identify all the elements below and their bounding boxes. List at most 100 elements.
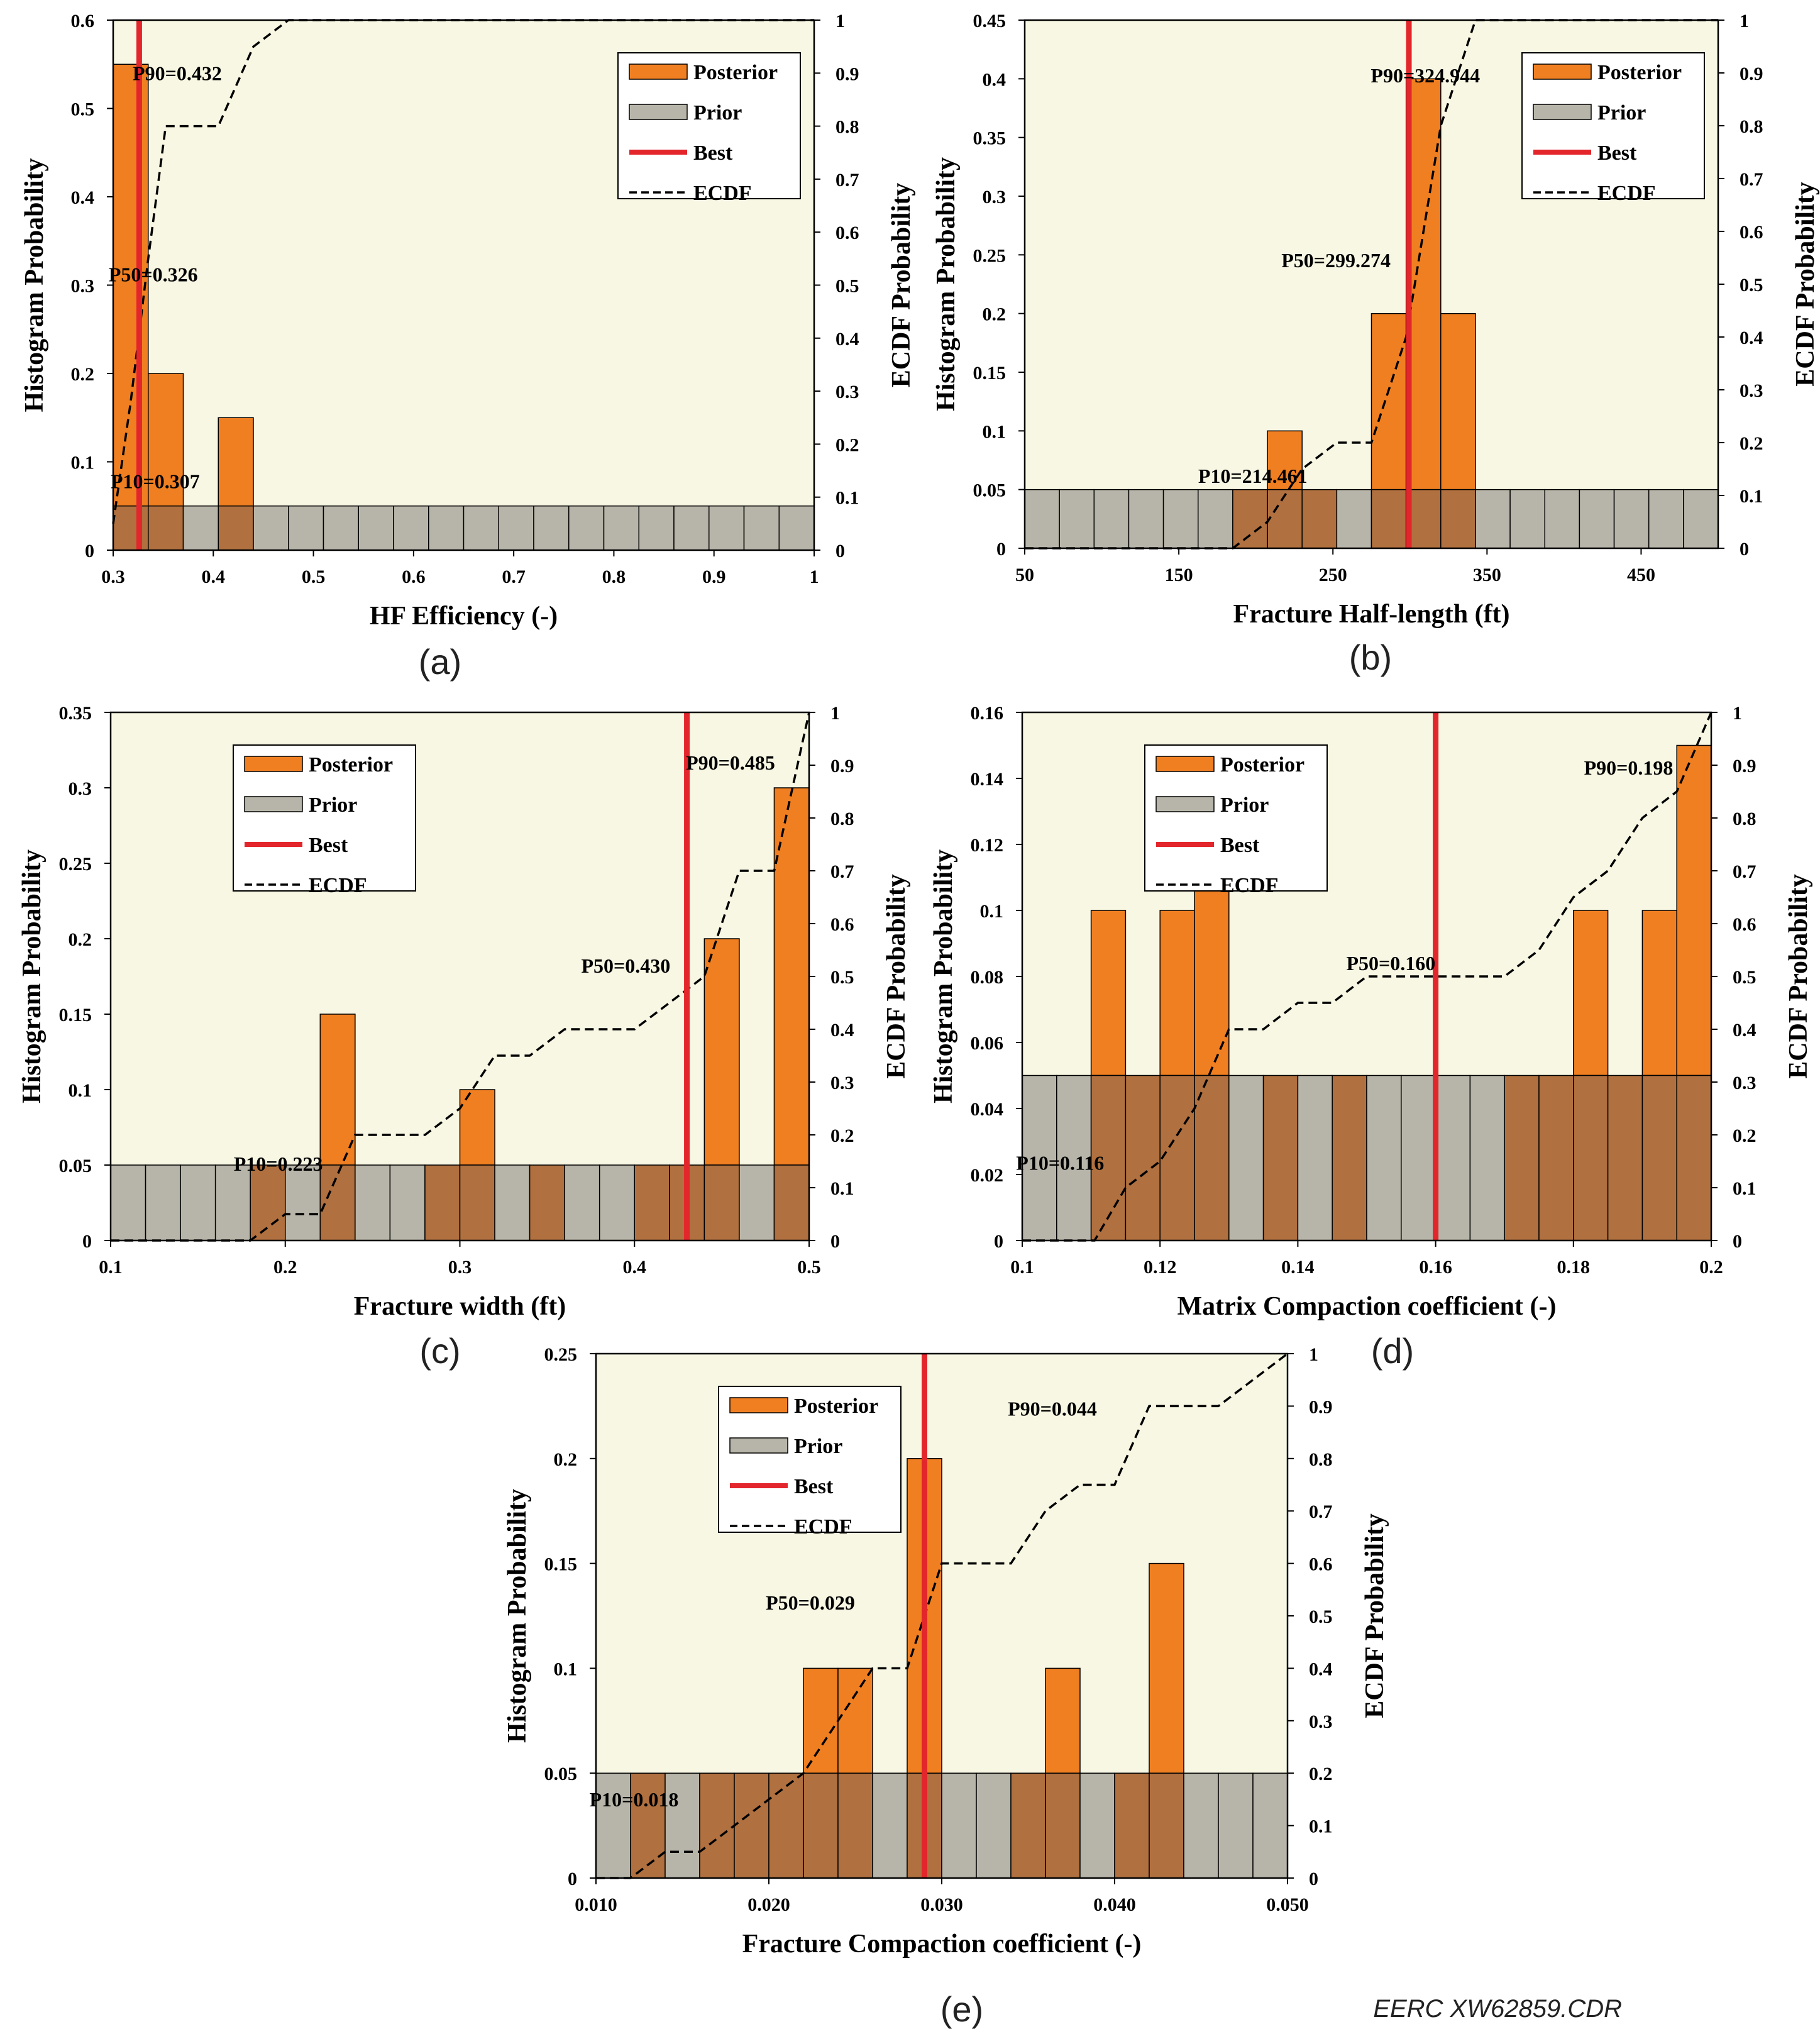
chart-panel-b: P90=324.944 P50=299.274 P10=214.461 50 150 25… <box>932 11 1820 677</box>
y-tick-label: 0.35 <box>973 128 1007 149</box>
y-tick-label: 0.15 <box>59 1005 92 1025</box>
y2-tick-label: 0.9 <box>836 64 859 84</box>
overlap-bar <box>148 506 184 551</box>
x-axis-title: Fracture Compaction coefficient (-) <box>742 1930 1142 1959</box>
posterior-bar <box>218 417 254 507</box>
prior-bar <box>1252 1772 1288 1879</box>
x-tick-label: 0.8 <box>602 566 626 587</box>
prior-bar <box>498 506 534 551</box>
y2-tick-label: 1 <box>1733 703 1742 724</box>
y-tick-label: 0.1 <box>71 453 95 473</box>
y-tick-label: 0.15 <box>544 1554 578 1575</box>
percentile-label: P90=0.198 <box>1584 756 1674 779</box>
posterior-bar <box>1045 1667 1081 1774</box>
y2-axis-title: ECDF Probability <box>887 183 916 388</box>
legend: Posterior Prior Best ECDF <box>1521 52 1705 205</box>
y2-tick-label: 0.4 <box>1740 328 1763 348</box>
percentile-label: P10=0.116 <box>1016 1152 1104 1174</box>
y-tick-label: 0.2 <box>71 364 95 385</box>
legend-label-prior: Prior <box>1220 793 1269 817</box>
overlap-bar <box>634 1164 670 1241</box>
chart-panel-e: P90=0.044 P50=0.029 P10=0.018 0.010 0.020 0.0… <box>503 1344 1389 2029</box>
legend-label-best: Best <box>1597 141 1637 165</box>
overlap-bar <box>250 1164 286 1241</box>
posterior-bar <box>1573 910 1609 1076</box>
prior-bar <box>673 506 710 551</box>
prior-bar <box>638 506 675 551</box>
prior-bar <box>1183 1772 1219 1879</box>
y-tick-label: 0.1 <box>983 421 1007 442</box>
posterior-bar <box>1676 744 1712 1076</box>
y-tick-label: 0.35 <box>59 703 92 724</box>
prior-bar <box>872 1772 908 1879</box>
legend-label-ecdf: ECDF <box>1220 874 1279 897</box>
prior-bar <box>358 506 394 551</box>
y-tick-label: 0.2 <box>983 304 1007 325</box>
y-tick-label: 0.25 <box>973 245 1007 266</box>
y2-tick-label: 0.2 <box>1740 433 1763 454</box>
ecdf-line <box>1022 712 1712 1242</box>
y-tick-label: 0.1 <box>69 1080 92 1101</box>
overlap-bar <box>1676 1075 1712 1241</box>
y2-tick-label: 0.7 <box>1733 861 1757 882</box>
y-tick-label: 0.3 <box>983 187 1007 207</box>
overlap-bar <box>529 1164 565 1241</box>
y-tick-label: 0 <box>82 1231 92 1252</box>
y2-tick-label: 0.6 <box>836 223 859 243</box>
prior-bar <box>145 1164 181 1241</box>
overlap-bar <box>1194 1075 1230 1241</box>
x-tick-label: 0.030 <box>920 1894 963 1915</box>
legend-label-posterior: Posterior <box>309 753 393 776</box>
x-tick-label: 0.040 <box>1093 1894 1136 1915</box>
y2-tick-label: 0.2 <box>836 434 859 455</box>
posterior-bar <box>1405 78 1442 490</box>
y-axis-title: Histogram Probability <box>929 849 958 1103</box>
x-tick-label: 0.5 <box>797 1257 821 1278</box>
legend-label-ecdf: ECDF <box>794 1515 852 1539</box>
overlap-bar <box>319 1164 356 1241</box>
percentile-label: P50=0.326 <box>109 263 198 286</box>
y-axis-title: Histogram Probability <box>503 1489 532 1743</box>
y2-tick-label: 0 <box>1733 1231 1742 1252</box>
panel-label: (c) <box>419 1331 460 1371</box>
overlap-bar <box>1301 489 1338 549</box>
legend-label-ecdf: ECDF <box>309 874 367 897</box>
y2-tick-label: 0.8 <box>1309 1449 1333 1470</box>
x-tick-label: 0.18 <box>1557 1257 1591 1278</box>
overlap-bar <box>1440 489 1476 549</box>
overlap-bar <box>1114 1772 1150 1879</box>
percentile-label: P50=0.160 <box>1346 952 1435 975</box>
legend-label-best: Best <box>794 1475 834 1498</box>
legend-label-prior: Prior <box>309 793 357 817</box>
x-tick-label: 0.010 <box>575 1894 617 1915</box>
percentile-label: P90=0.044 <box>1008 1398 1097 1420</box>
prior-bar <box>463 506 499 551</box>
y2-tick-label: 0.5 <box>1740 275 1763 296</box>
percentile-label: P50=0.029 <box>766 1591 855 1614</box>
y2-tick-label: 0.3 <box>1309 1711 1333 1732</box>
overlap-bar <box>630 1772 666 1879</box>
y2-tick-label: 0.4 <box>830 1020 854 1041</box>
percentile-label: P10=0.307 <box>111 470 200 492</box>
prior-bar <box>533 506 570 551</box>
prior-bar <box>214 1164 251 1241</box>
legend-label-posterior: Posterior <box>693 61 778 84</box>
prior-bar <box>1228 1075 1264 1241</box>
x-tick-label: 0.4 <box>623 1257 647 1278</box>
y2-tick-label: 0.1 <box>836 488 859 509</box>
posterior-bar <box>148 373 184 507</box>
percentile-label: P50=0.430 <box>581 954 670 977</box>
posterior-bar <box>1267 430 1303 490</box>
prior-bar <box>1128 489 1164 549</box>
y-tick-label: 0.3 <box>71 276 95 297</box>
y2-tick-label: 1 <box>836 11 845 31</box>
y-tick-label: 0.1 <box>554 1659 578 1679</box>
overlap-bar <box>1504 1075 1540 1241</box>
y-tick-label: 0.45 <box>973 11 1007 31</box>
overlap-bar <box>1010 1772 1046 1879</box>
y2-tick-label: 0.9 <box>1309 1396 1333 1417</box>
posterior-bar <box>459 1089 495 1166</box>
y-tick-label: 0.25 <box>544 1344 578 1365</box>
posterior-bar <box>803 1667 839 1774</box>
